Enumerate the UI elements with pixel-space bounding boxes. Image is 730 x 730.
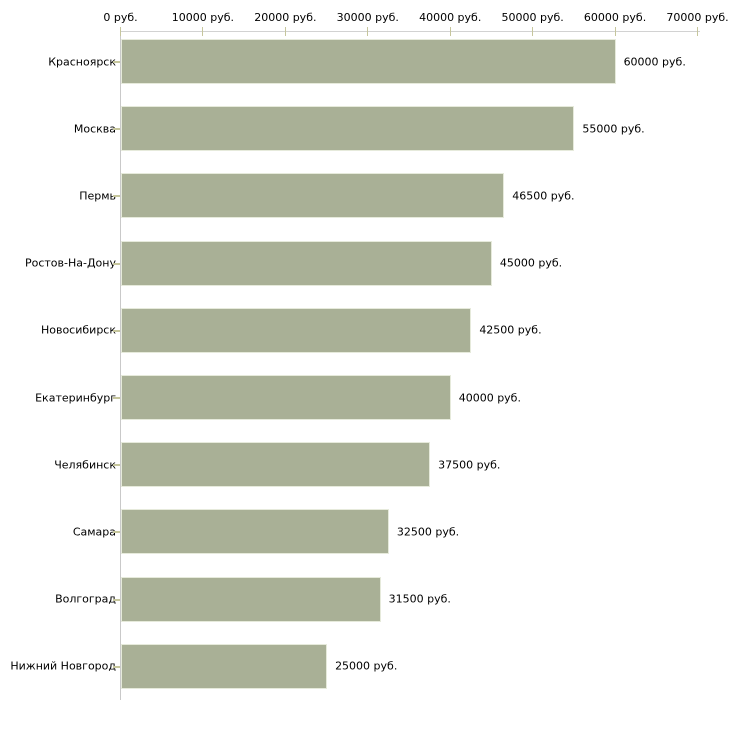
y-tick xyxy=(113,397,120,399)
bar xyxy=(121,173,505,219)
bar xyxy=(121,39,616,84)
x-tick xyxy=(449,27,451,36)
y-tick xyxy=(113,531,120,534)
bar-row: Самара 32500 руб. xyxy=(0,498,730,565)
bar-row: Красноярск 60000 руб. xyxy=(0,28,730,95)
bar xyxy=(121,509,389,555)
x-tick xyxy=(367,27,369,36)
value-label: 40000 руб. xyxy=(458,391,521,404)
value-label: 60000 руб. xyxy=(623,55,686,68)
x-tick xyxy=(284,27,286,36)
category-label: Волгоград xyxy=(55,592,116,606)
category-label: Ростов-На-Дону xyxy=(24,256,116,270)
y-axis-line xyxy=(120,31,121,700)
bar xyxy=(121,442,431,488)
value-label: 55000 руб. xyxy=(582,122,645,136)
value-label: 25000 руб. xyxy=(335,659,398,673)
bar-row: Нижний Новгород 25000 руб. xyxy=(0,633,730,700)
bar-row: Пермь 46500 руб. xyxy=(0,162,730,229)
y-tick xyxy=(113,665,120,668)
x-tick xyxy=(697,27,698,36)
y-tick xyxy=(113,61,120,63)
y-tick xyxy=(113,195,120,198)
bar-row: Ростов-На-Дону 45000 руб. xyxy=(0,230,730,297)
x-tick-label: 70000 руб. xyxy=(666,11,729,24)
x-axis-line xyxy=(120,31,700,32)
x-tick-label: 20000 руб. xyxy=(254,11,317,24)
x-tick-label: 50000 руб. xyxy=(501,11,564,24)
category-label: Челябинск xyxy=(54,458,116,472)
category-label: Самара xyxy=(72,525,116,539)
y-tick xyxy=(113,598,120,601)
category-label: Пермь xyxy=(79,189,116,203)
bar xyxy=(121,106,575,152)
category-label: Новосибирск xyxy=(40,323,116,337)
bar-row: Екатеринбург 40000 руб. xyxy=(0,364,730,431)
bar xyxy=(121,576,381,622)
y-tick xyxy=(113,262,120,265)
x-tick-label: 0 руб. xyxy=(103,11,138,24)
value-label: 42500 руб. xyxy=(479,323,542,337)
category-label: Красноярск xyxy=(48,55,116,68)
x-tick xyxy=(202,27,204,36)
x-tick xyxy=(614,27,616,36)
bar-row: Новосибирск 42500 руб. xyxy=(0,297,730,364)
y-tick xyxy=(113,464,120,467)
x-tick xyxy=(120,27,121,36)
value-label: 32500 руб. xyxy=(396,525,460,539)
value-label: 37500 руб. xyxy=(438,458,501,472)
bar xyxy=(121,307,472,353)
bar xyxy=(121,643,328,689)
bar-row: Челябинск 37500 руб. xyxy=(0,431,730,498)
y-tick xyxy=(113,329,120,332)
bar-row: Волгоград 31500 руб. xyxy=(0,566,730,633)
category-label: Москва xyxy=(73,122,116,136)
x-tick xyxy=(532,27,534,36)
bar xyxy=(121,375,451,420)
category-label: Екатеринбург xyxy=(35,391,116,404)
value-label: 45000 руб. xyxy=(499,256,563,270)
x-tick-label: 60000 руб. xyxy=(583,11,647,24)
bar xyxy=(121,240,492,286)
x-tick-label: 10000 руб. xyxy=(171,11,235,24)
value-label: 46500 руб. xyxy=(512,189,575,203)
value-label: 31500 руб. xyxy=(388,592,451,606)
category-label: Нижний Новгород xyxy=(10,659,116,673)
x-tick-label: 30000 руб. xyxy=(336,11,399,24)
y-tick xyxy=(113,128,120,131)
bar-row: Москва 55000 руб. xyxy=(0,95,730,162)
x-tick-label: 40000 руб. xyxy=(419,11,482,24)
